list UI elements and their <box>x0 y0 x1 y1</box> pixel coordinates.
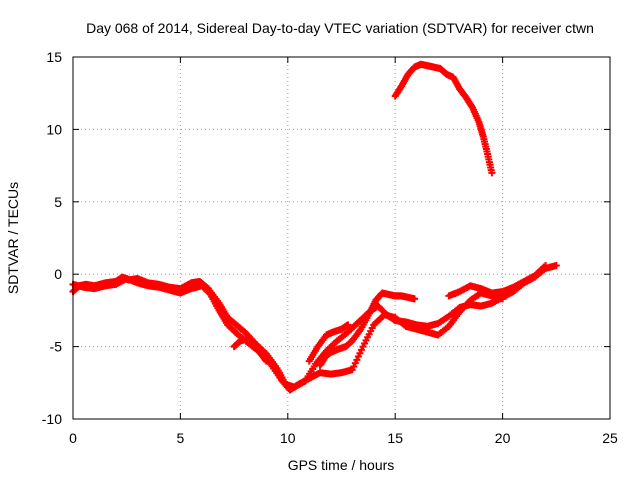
x-axis-label: GPS time / hours <box>288 457 395 473</box>
y-tick-label: 0 <box>54 266 62 282</box>
plot-frame <box>72 56 611 420</box>
data-points <box>69 60 560 394</box>
grid <box>73 57 610 419</box>
series-track-g <box>391 60 496 177</box>
axis-ticks: 0 5 10 15 20 25 -10 -5 0 5 10 15 <box>42 49 618 446</box>
data-point <box>262 357 270 365</box>
data-point <box>205 289 213 297</box>
y-tick-label: -10 <box>42 411 62 427</box>
x-tick-label: 20 <box>495 430 511 446</box>
data-point <box>411 295 419 303</box>
x-tick-label: 25 <box>602 430 618 446</box>
y-tick-label: 10 <box>46 121 62 137</box>
data-point <box>552 262 560 270</box>
x-tick-label: 5 <box>177 430 185 446</box>
series-track-d <box>316 289 419 369</box>
chart-title: Day 068 of 2014, Sidereal Day-to-day VTE… <box>86 20 594 36</box>
series-track-c <box>230 335 270 365</box>
x-tick-label: 10 <box>280 430 296 446</box>
y-tick-label: 15 <box>46 49 62 65</box>
y-tick-label: 5 <box>54 194 62 210</box>
data-point <box>542 262 550 270</box>
data-point <box>488 169 496 177</box>
x-tick-label: 15 <box>387 430 403 446</box>
data-point <box>499 295 507 303</box>
y-axis-label: SDTVAR / TECUs <box>5 182 21 294</box>
series-track-e <box>305 321 352 365</box>
series-track-b <box>69 275 507 394</box>
series-track-f <box>445 262 550 300</box>
y-tick-label: -5 <box>50 339 63 355</box>
x-tick-label: 0 <box>69 430 77 446</box>
data-point <box>344 321 352 329</box>
